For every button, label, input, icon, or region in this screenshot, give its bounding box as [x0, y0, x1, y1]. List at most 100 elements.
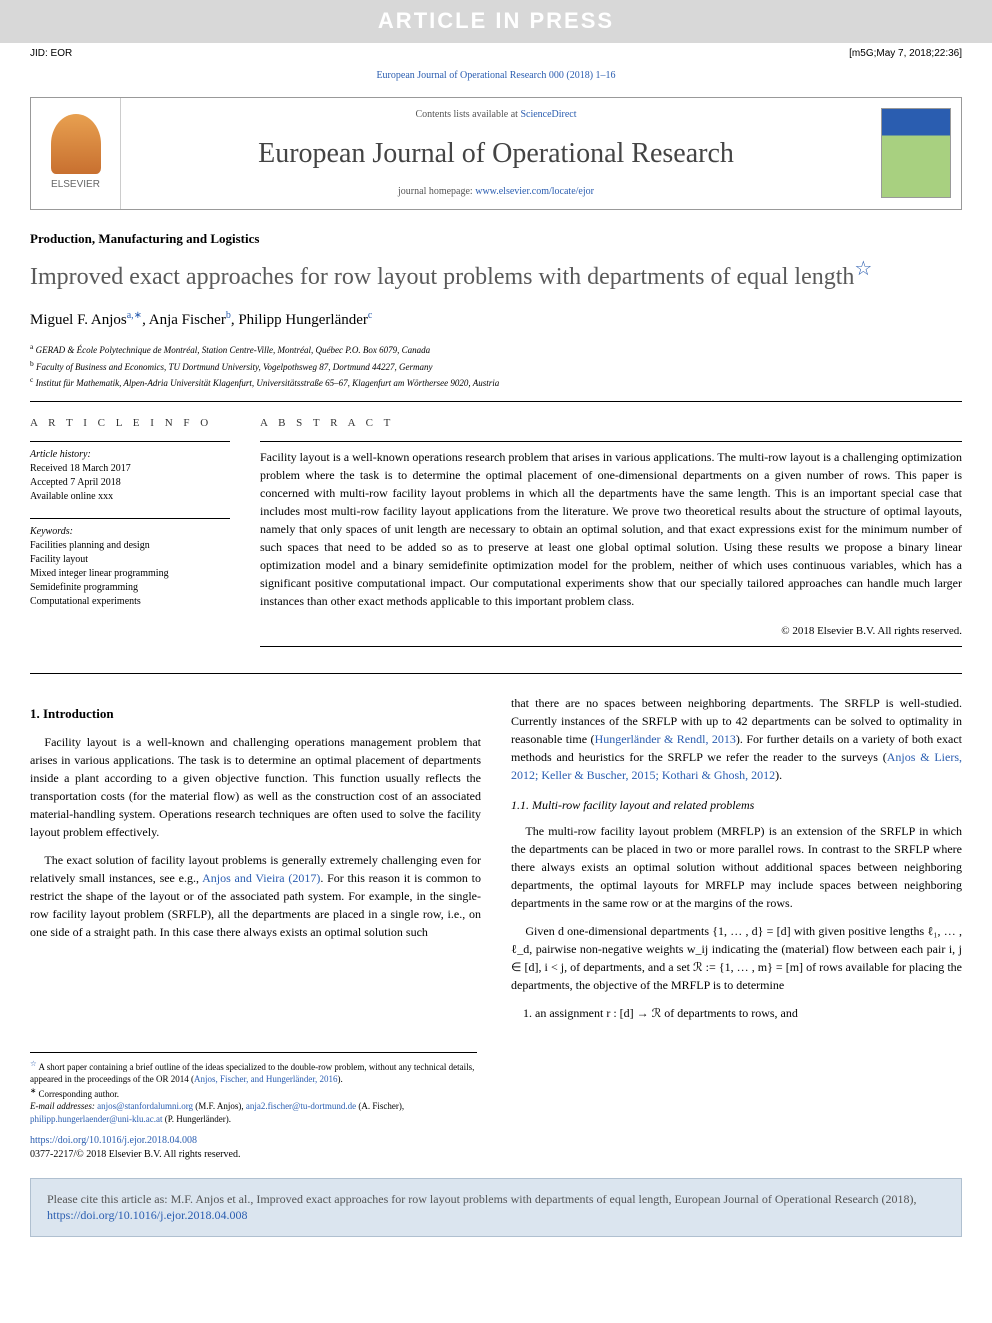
history-label: Article history:: [30, 448, 230, 462]
intro-p3: that there are no spaces between neighbo…: [511, 694, 962, 784]
abstract-copyright: © 2018 Elsevier B.V. All rights reserved…: [260, 624, 962, 639]
mrflp-p1: The multi-row facility layout problem (M…: [511, 822, 962, 912]
aff-text-a: GERAD & École Polytechnique de Montréal,…: [36, 345, 431, 355]
jid-row: JID: EOR [m5G;May 7, 2018;22:36]: [0, 43, 992, 65]
email-3[interactable]: philipp.hungerlaender@uni-klu.ac.at: [30, 1114, 163, 1124]
issn-line: 0377-2217/© 2018 Elsevier B.V. All right…: [30, 1149, 240, 1160]
article-info-column: A R T I C L E I N F O Article history: R…: [30, 416, 230, 653]
cite-box-doi-link[interactable]: https://doi.org/10.1016/j.ejor.2018.04.0…: [47, 1208, 247, 1222]
keywords-block: Keywords: Facilities planning and design…: [30, 525, 230, 609]
aff-text-b: Faculty of Business and Economics, TU Do…: [36, 362, 432, 372]
corresponding-footnote: ∗ Corresponding author.: [30, 1086, 477, 1101]
homepage-link[interactable]: www.elsevier.com/locate/ejor: [475, 186, 594, 197]
homepage-line: journal homepage: www.elsevier.com/locat…: [131, 185, 861, 199]
keyword: Computational experiments: [30, 595, 230, 609]
author-3-marks: c: [368, 310, 372, 321]
star-footnote: ☆ A short paper containing a brief outli…: [30, 1059, 477, 1086]
author-2-marks: b: [226, 310, 231, 321]
elsevier-tree-icon: [51, 114, 101, 174]
cite-box-text: Please cite this article as: M.F. Anjos …: [47, 1192, 916, 1206]
mini-divider: [30, 518, 230, 519]
aff-text-c: Institut für Mathematik, Alpen-Adria Uni…: [36, 378, 500, 388]
history-block: Article history: Received 18 March 2017 …: [30, 448, 230, 504]
authors-line: Miguel F. Anjosa,∗, Anja Fischerb, Phili…: [30, 309, 962, 331]
masthead-center: Contents lists available at ScienceDirec…: [121, 98, 871, 209]
affiliation-c: c Institut für Mathematik, Alpen-Adria U…: [30, 374, 962, 391]
keyword: Mixed integer linear programming: [30, 567, 230, 581]
affiliation-a: a GERAD & École Polytechnique de Montréa…: [30, 341, 962, 358]
journal-cover-thumb: [881, 108, 951, 198]
corr-marker: ∗: [30, 1086, 36, 1095]
keyword: Semidefinite programming: [30, 581, 230, 595]
article-title: Improved exact approaches for row layout…: [30, 256, 962, 293]
subsection-heading: 1.1. Multi-row facility layout and relat…: [511, 796, 962, 814]
mrflp-list-1: 1. an assignment r : [d] → ℛ of departme…: [523, 1004, 962, 1022]
email-2-who: (A. Fischer): [358, 1101, 402, 1111]
article-section-label: Production, Manufacturing and Logistics: [30, 230, 962, 248]
jid-right: [m5G;May 7, 2018;22:36]: [849, 47, 962, 61]
intro-p1: Facility layout is a well-known and chal…: [30, 733, 481, 841]
doi-block: https://doi.org/10.1016/j.ejor.2018.04.0…: [30, 1134, 962, 1162]
divider: [30, 401, 962, 402]
online-line: Available online xxx: [30, 490, 230, 504]
email-2[interactable]: anja2.fischer@tu-dortmund.de: [246, 1101, 356, 1111]
mini-divider: [260, 441, 962, 442]
journal-name: European Journal of Operational Research: [131, 134, 861, 173]
intro-heading: 1. Introduction: [30, 704, 481, 724]
masthead-cover: [871, 98, 961, 209]
homepage-prefix: journal homepage:: [398, 186, 475, 197]
author-2: Anja Fischer: [149, 312, 226, 328]
author-1: Miguel F. Anjos: [30, 312, 127, 328]
aff-mark-b: b: [30, 359, 34, 368]
body-column-left: 1. Introduction Facility layout is a wel…: [30, 694, 481, 1032]
jid-left: JID: EOR: [30, 47, 72, 61]
email-1-who: (M.F. Anjos): [195, 1101, 241, 1111]
title-note-marker: ☆: [854, 258, 872, 280]
p3c: ).: [775, 768, 782, 782]
email-3-who: (P. Hungerländer): [165, 1114, 229, 1124]
keywords-label: Keywords:: [30, 525, 230, 539]
contents-prefix: Contents lists available at: [415, 109, 520, 120]
citation-top: European Journal of Operational Research…: [0, 65, 992, 87]
cite-this-article-box: Please cite this article as: M.F. Anjos …: [30, 1178, 962, 1238]
email-footnote: E-mail addresses: anjos@stanfordalumni.o…: [30, 1100, 477, 1125]
mini-divider: [260, 646, 962, 647]
publisher-logo-block: ELSEVIER: [31, 98, 121, 209]
author-3: Philipp Hungerländer: [238, 312, 368, 328]
publisher-label: ELSEVIER: [51, 178, 100, 192]
intro-p2: The exact solution of facility layout pr…: [30, 851, 481, 941]
star-note-end: ).: [337, 1074, 342, 1084]
keyword: Facilities planning and design: [30, 539, 230, 553]
body-columns: 1. Introduction Facility layout is a wel…: [30, 694, 962, 1032]
watermark-banner: ARTICLE IN PRESS: [0, 0, 992, 43]
affiliation-b: b Faculty of Business and Economics, TU …: [30, 358, 962, 375]
cite-anjos-fischer-hungerlaender[interactable]: Anjos, Fischer, and Hungerländer, 2016: [194, 1074, 338, 1084]
abstract-column: A B S T R A C T Facility layout is a wel…: [260, 416, 962, 653]
mrflp-p2: Given d one-dimensional departments {1, …: [511, 922, 962, 994]
aff-mark-c: c: [30, 375, 33, 384]
divider: [30, 673, 962, 674]
abstract-heading: A B S T R A C T: [260, 416, 962, 431]
corr-text: Corresponding author.: [39, 1089, 120, 1099]
contents-line: Contents lists available at ScienceDirec…: [131, 108, 861, 122]
body-column-right: that there are no spaces between neighbo…: [511, 694, 962, 1032]
doi-link[interactable]: https://doi.org/10.1016/j.ejor.2018.04.0…: [30, 1135, 197, 1146]
abstract-text: Facility layout is a well-known operatio…: [260, 448, 962, 610]
author-1-marks: a,∗: [127, 310, 142, 321]
star-marker: ☆: [30, 1059, 37, 1068]
email-label: E-mail addresses:: [30, 1101, 95, 1111]
article-info-heading: A R T I C L E I N F O: [30, 416, 230, 431]
cite-hungerlaender-rendl[interactable]: Hungerländer & Rendl, 2013: [595, 732, 736, 746]
cite-anjos-vieira[interactable]: Anjos and Vieira (2017): [202, 871, 320, 885]
received-line: Received 18 March 2017: [30, 462, 230, 476]
aff-mark-a: a: [30, 342, 33, 351]
masthead: ELSEVIER Contents lists available at Sci…: [30, 97, 962, 210]
affiliations: a GERAD & École Polytechnique de Montréa…: [30, 341, 962, 391]
sciencedirect-link[interactable]: ScienceDirect: [520, 109, 576, 120]
keyword: Facility layout: [30, 553, 230, 567]
mini-divider: [30, 441, 230, 442]
footnotes: ☆ A short paper containing a brief outli…: [30, 1052, 477, 1126]
accepted-line: Accepted 7 April 2018: [30, 476, 230, 490]
email-1[interactable]: anjos@stanfordalumni.org: [97, 1101, 193, 1111]
title-text: Improved exact approaches for row layout…: [30, 264, 854, 290]
